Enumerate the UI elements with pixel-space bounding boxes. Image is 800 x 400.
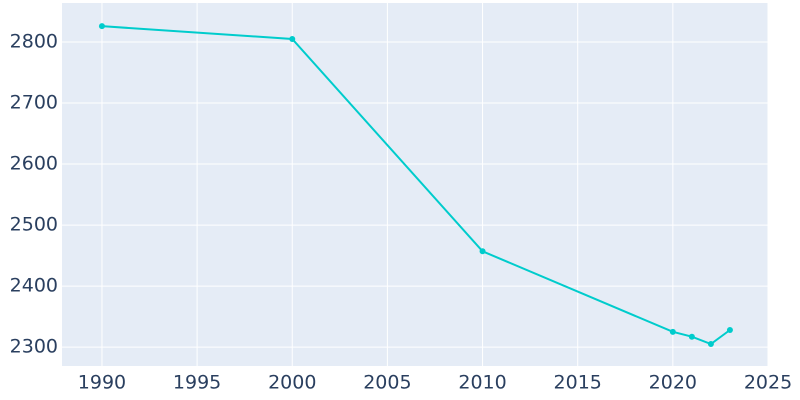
point xyxy=(669,328,676,335)
x-tick-label: 1995 xyxy=(173,372,221,394)
y-tick-label: 2800 xyxy=(10,31,58,53)
x-tick-label: 2000 xyxy=(268,372,316,394)
point xyxy=(707,341,714,348)
x-tick-label: 2020 xyxy=(649,372,697,394)
y-tick-label: 2600 xyxy=(10,153,58,175)
y-tick-label: 2300 xyxy=(10,336,58,358)
plot-area xyxy=(62,3,768,366)
point xyxy=(98,23,105,30)
x-tick-label: 2010 xyxy=(458,372,506,394)
point xyxy=(479,248,486,255)
point xyxy=(289,35,296,42)
y-tick-label: 2400 xyxy=(10,275,58,297)
y-tick-label: 2500 xyxy=(10,214,58,236)
point xyxy=(688,333,695,340)
point xyxy=(726,327,733,334)
x-tick-label: 2025 xyxy=(744,372,792,394)
y-tick-label: 2700 xyxy=(10,92,58,114)
x-tick-label: 1990 xyxy=(78,372,126,394)
x-tick-label: 2015 xyxy=(554,372,602,394)
x-tick-label: 2005 xyxy=(363,372,411,394)
